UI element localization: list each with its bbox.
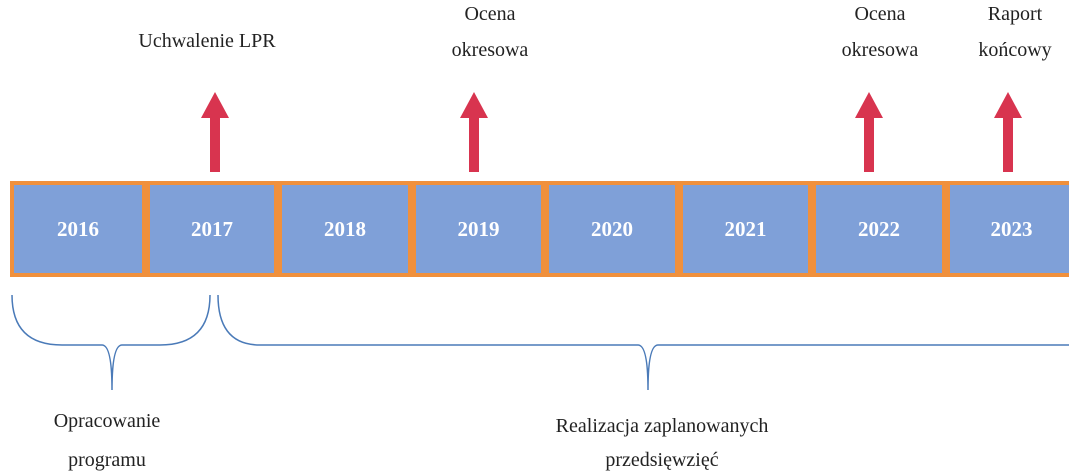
event-label: końcowy (978, 39, 1051, 61)
arrow (994, 92, 1022, 172)
year-label: 2018 (324, 217, 366, 241)
year-cell (545, 181, 679, 277)
event-label: Raport (988, 3, 1043, 25)
arrow (201, 92, 229, 172)
phase-label: Realizacja zaplanowanych (556, 415, 769, 437)
brace (11, 294, 211, 391)
year-cell (946, 181, 1069, 277)
year-label: 2021 (725, 217, 767, 241)
year-cell (812, 181, 946, 277)
event-label: okresowa (452, 39, 529, 61)
year-label: 2017 (191, 217, 233, 241)
year-label: 2019 (458, 217, 500, 241)
event-label: Ocena (854, 3, 905, 25)
year-cell (679, 181, 812, 277)
event-label: Uchwalenie LPR (138, 30, 276, 52)
year-label: 2020 (591, 217, 633, 241)
event-label: okresowa (842, 39, 919, 61)
year-cell (412, 181, 545, 277)
year-label: 2023 (991, 217, 1033, 241)
year-label: 2022 (858, 217, 900, 241)
arrow (855, 92, 883, 172)
event-label: Ocena (464, 3, 515, 25)
phase-label: programu (68, 449, 146, 471)
arrow (460, 92, 488, 172)
year-label: 2016 (57, 217, 99, 241)
year-cell (10, 181, 146, 277)
phase-label: Opracowanie (54, 410, 161, 432)
phase-label: przedsięwzięć (605, 449, 718, 471)
brace (217, 294, 1069, 391)
year-cell (278, 181, 412, 277)
year-cell (146, 181, 278, 277)
